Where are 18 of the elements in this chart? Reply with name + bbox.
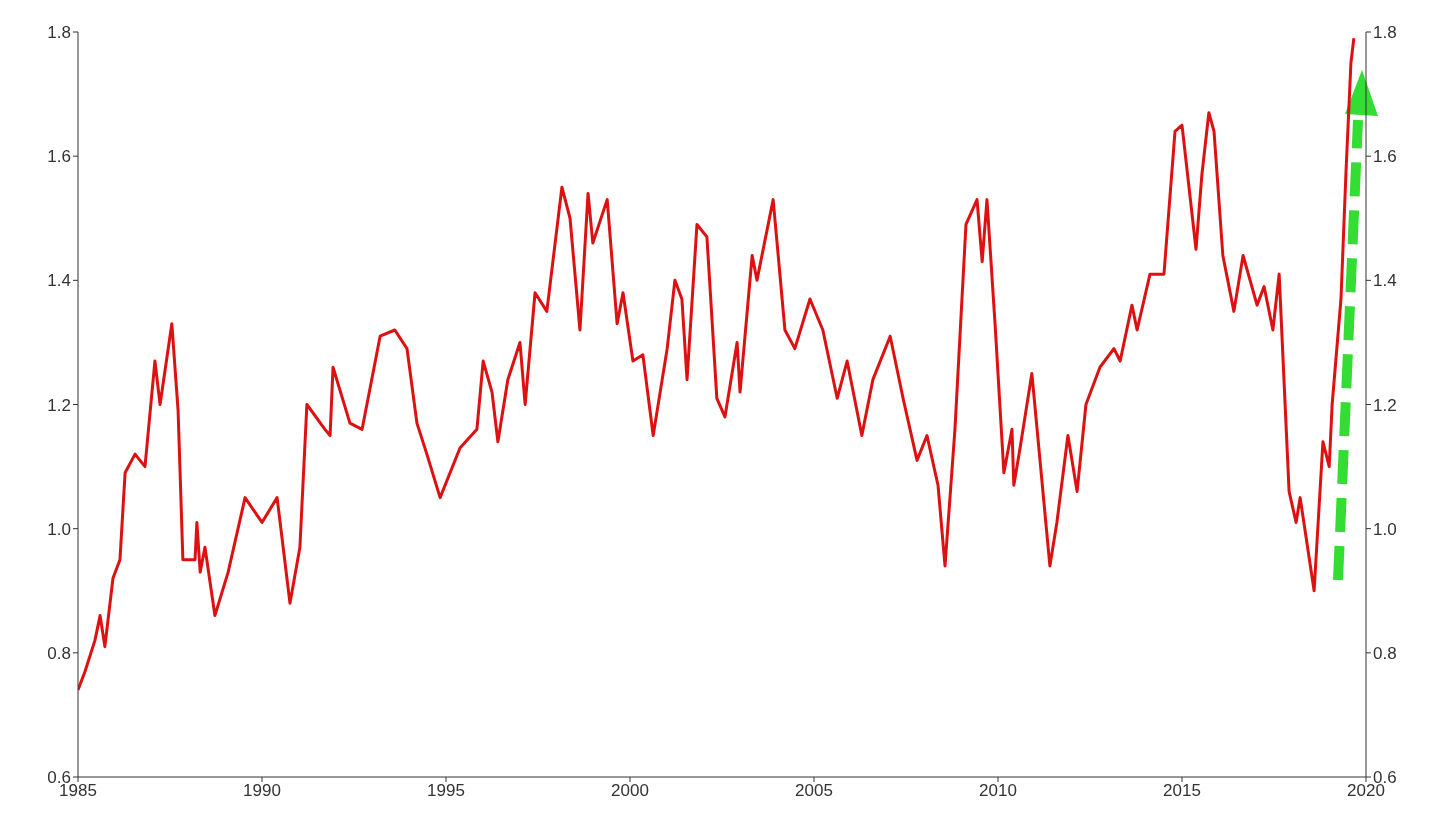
x-tick-label: 2015 (1163, 781, 1201, 801)
x-tick-label: 1995 (427, 781, 465, 801)
y-tick-label: 1.2 (47, 395, 71, 415)
x-tick-label: 2010 (979, 781, 1017, 801)
y-tick-label: 1.8 (47, 23, 71, 43)
y2-tick-label: 1.0 (1373, 519, 1397, 539)
y-tick-label: 1.0 (47, 519, 71, 539)
x-tick-label: 2000 (611, 781, 649, 801)
y-tick-label: 1.6 (47, 147, 71, 167)
y2-tick-label: 1.8 (1373, 23, 1397, 43)
x-tick-label: 2005 (795, 781, 833, 801)
y2-tick-label: 1.2 (1373, 395, 1397, 415)
x-tick-label: 1990 (243, 781, 281, 801)
y2-tick-label: 1.6 (1373, 147, 1397, 167)
y2-tick-label: 1.4 (1373, 271, 1397, 291)
y-tick-label: 1.4 (47, 271, 71, 291)
y-tick-label: 0.8 (47, 643, 71, 663)
y2-tick-label: 0.8 (1373, 643, 1397, 663)
